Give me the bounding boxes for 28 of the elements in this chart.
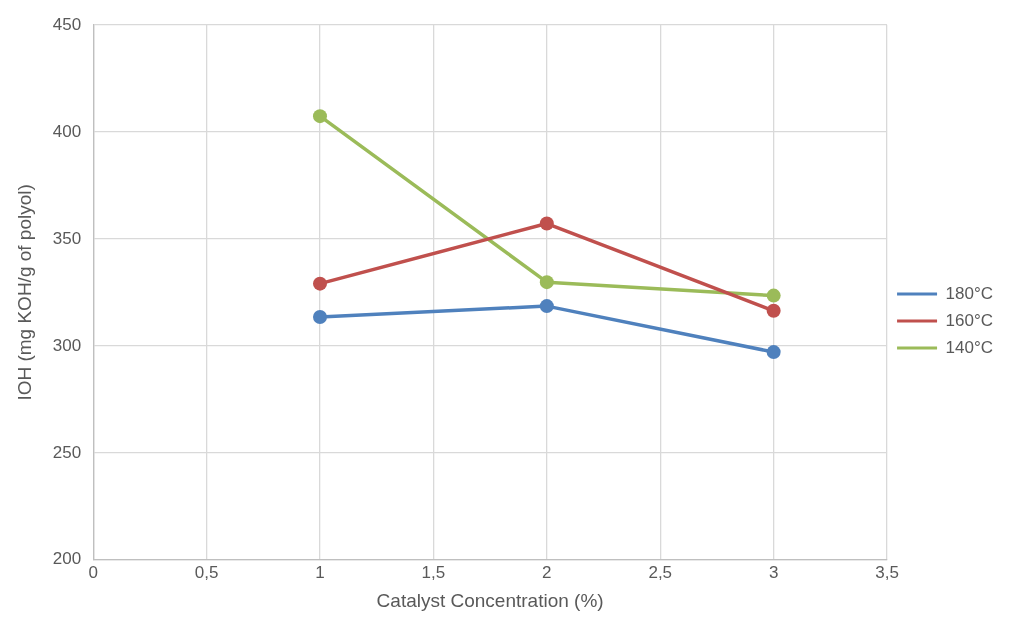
- x-tick-label: 1,5: [421, 562, 446, 582]
- point: [539, 299, 554, 314]
- legend-label: 140°C: [945, 337, 994, 357]
- x-tick-label: 3,5: [875, 562, 899, 582]
- x-tick-label: 1: [315, 562, 325, 582]
- y-axis-title: IOH (mg KOH/g of polyol): [13, 184, 35, 401]
- y-tick-label: 300: [52, 335, 82, 355]
- x-tick-label: 2: [542, 562, 552, 582]
- point: [766, 288, 781, 303]
- y-tick-label: 400: [52, 121, 82, 141]
- point: [312, 276, 327, 291]
- point: [766, 303, 781, 318]
- point: [312, 109, 327, 124]
- point: [539, 216, 554, 231]
- legend-label: 160°C: [945, 310, 994, 330]
- legend-label: 180°C: [945, 283, 994, 303]
- x-axis-title: Catalyst Concentration (%): [376, 589, 604, 611]
- x-tick-label: 2,5: [648, 562, 673, 582]
- y-tick-label: 450: [52, 14, 82, 34]
- x-tick-label: 3: [768, 562, 779, 582]
- x-tick-label: 0: [88, 562, 98, 582]
- y-tick-label: 250: [52, 442, 82, 462]
- point: [766, 345, 781, 360]
- x-tick-label: 0,5: [194, 562, 219, 582]
- y-tick-label: 350: [52, 228, 82, 248]
- point: [312, 310, 327, 324]
- y-tick-label: 200: [52, 549, 82, 569]
- point: [539, 275, 554, 290]
